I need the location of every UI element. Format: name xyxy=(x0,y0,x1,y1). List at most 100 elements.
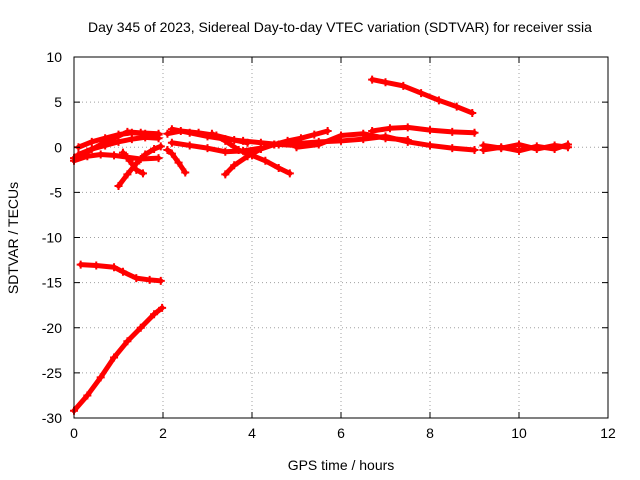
x-tick-label: 2 xyxy=(159,425,167,441)
data-point-marker xyxy=(550,141,559,150)
data-point-marker xyxy=(497,144,506,153)
data-point-marker xyxy=(110,263,119,272)
data-point-marker xyxy=(230,161,239,170)
y-tick-label: 0 xyxy=(54,139,62,155)
data-point-marker xyxy=(141,129,150,138)
data-point-marker xyxy=(381,78,390,87)
data-point-marker xyxy=(118,267,127,276)
data-point-marker xyxy=(163,145,172,154)
data-point-marker xyxy=(167,149,176,158)
x-tick-label: 6 xyxy=(337,425,345,441)
data-point-marker xyxy=(515,140,523,149)
data-point-marker xyxy=(154,130,163,139)
data-point-marker xyxy=(132,274,141,283)
data-point-marker xyxy=(261,156,270,165)
data-point-marker xyxy=(136,323,145,332)
data-point-marker xyxy=(234,145,243,154)
data-point-marker xyxy=(470,128,479,137)
data-point-marker xyxy=(163,129,172,138)
data-point-marker xyxy=(101,141,110,150)
data-point-marker xyxy=(83,152,92,161)
data-point-marker xyxy=(448,144,457,153)
data-point-marker xyxy=(101,134,110,143)
data-point-marker xyxy=(158,303,167,312)
data-point-marker xyxy=(310,130,319,139)
data-point-marker xyxy=(426,141,434,150)
y-tick-label: -5 xyxy=(50,184,63,200)
data-point-marker xyxy=(448,127,457,136)
data-point-marker xyxy=(114,137,123,146)
data-point-marker xyxy=(96,150,105,159)
data-point-marker xyxy=(256,145,265,154)
data-point-marker xyxy=(185,128,194,137)
data-point-marker xyxy=(145,275,154,284)
data-point-marker xyxy=(114,130,123,139)
x-tick-label: 10 xyxy=(511,425,527,441)
data-point-marker xyxy=(127,128,136,137)
series-arc-12 xyxy=(163,145,190,177)
data-point-marker xyxy=(154,154,163,163)
data-point-marker xyxy=(403,123,412,132)
series-arc-6 xyxy=(74,128,163,152)
data-point-marker xyxy=(185,141,194,150)
series-arc-16 xyxy=(292,129,412,152)
data-point-marker xyxy=(314,140,323,149)
series-arc-17 xyxy=(368,123,479,137)
data-point-marker xyxy=(76,260,85,269)
data-point-marker xyxy=(123,170,132,179)
data-point-marker xyxy=(399,81,408,90)
data-point-marker xyxy=(156,276,165,285)
data-point-marker xyxy=(74,150,83,159)
data-point-marker xyxy=(368,127,377,136)
data-point-marker xyxy=(221,147,230,156)
data-point-marker xyxy=(479,141,488,150)
y-tick-label: -30 xyxy=(42,410,62,426)
series-trace xyxy=(120,150,146,176)
data-point-marker xyxy=(203,144,212,153)
chart-title: Day 345 of 2023, Sidereal Day-to-day VTE… xyxy=(88,19,592,35)
data-point-marker xyxy=(292,143,301,152)
data-point-marker xyxy=(181,168,190,177)
axis-ticks: 0 2 4 6 8 10 12 -30 -25 -20 -15 -10 -5 0 5 10 xyxy=(42,49,616,441)
x-tick-label: 4 xyxy=(248,425,256,441)
data-point-marker xyxy=(403,136,412,145)
data-point-marker xyxy=(452,102,461,111)
data-point-marker xyxy=(118,148,127,157)
series-arc-20 xyxy=(479,140,572,154)
data-point-marker xyxy=(123,337,132,346)
x-tick-label: 8 xyxy=(426,425,434,441)
data-point-marker xyxy=(87,145,96,154)
data-point-marker xyxy=(221,170,230,179)
y-tick-label: -25 xyxy=(42,365,62,381)
data-point-marker xyxy=(385,124,394,133)
data-point-marker xyxy=(285,169,294,178)
data-point-marker xyxy=(532,145,541,154)
data-point-marker xyxy=(274,164,283,173)
series-trace xyxy=(71,305,165,414)
data-point-marker xyxy=(138,169,147,178)
y-tick-label: 10 xyxy=(46,49,62,65)
data-point-marker xyxy=(368,75,377,84)
series-arc-18 xyxy=(368,75,477,117)
series-trace xyxy=(164,147,188,176)
data-point-marker xyxy=(270,140,279,149)
y-axis-label: SDTVAR / TECUs xyxy=(5,182,21,294)
data-point-marker xyxy=(167,138,176,147)
data-point-marker xyxy=(434,96,443,105)
data-point-marker xyxy=(470,145,479,154)
series-arc-8 xyxy=(118,148,147,178)
y-tick-label: 5 xyxy=(54,94,62,110)
data-point-marker xyxy=(150,145,159,154)
data-point-marker xyxy=(110,353,119,362)
data-point-marker xyxy=(87,137,96,146)
data-point-marker xyxy=(243,152,252,161)
data-point-marker xyxy=(239,136,248,145)
series-arc-2 xyxy=(76,260,165,285)
data-point-marker xyxy=(174,158,183,167)
data-point-marker xyxy=(426,126,434,135)
x-axis-label: GPS time / hours xyxy=(288,457,395,473)
data-point-marker xyxy=(221,136,230,145)
data-point-marker xyxy=(203,132,212,141)
data-point-marker xyxy=(207,129,216,138)
